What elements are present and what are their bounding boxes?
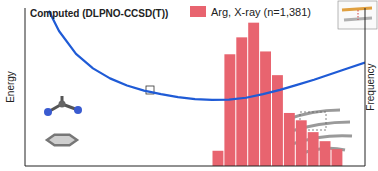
decoration [44,1,377,155]
bar [332,149,343,166]
y-axis [25,8,26,166]
bar [236,37,247,166]
inset [338,1,377,29]
x-axis [25,166,365,167]
stick [342,8,372,10]
benzene [47,135,77,145]
bar [308,132,319,166]
bar [224,54,235,166]
bar [260,51,271,166]
contact [358,10,359,20]
title: Computed (DLPNO-CCSD(T)) [30,8,168,19]
y2-label: Frequency [365,63,376,110]
inset-frame [338,1,377,29]
atom [44,108,52,116]
atom [59,101,66,108]
bar [284,113,295,166]
atom [74,106,82,114]
legend-swatch [190,6,206,17]
bar [296,120,307,166]
energy-curve [49,11,365,100]
plot-area [49,11,365,166]
legend: Arg, X-ray (n=1,381) [190,6,311,18]
bar [213,151,224,166]
bar [320,141,331,166]
legend-label: Arg, X-ray (n=1,381) [211,6,311,18]
y-label: Energy [5,71,16,103]
chart: Computed (DLPNO-CCSD(T)) Energy Frequency A… [0,0,378,171]
